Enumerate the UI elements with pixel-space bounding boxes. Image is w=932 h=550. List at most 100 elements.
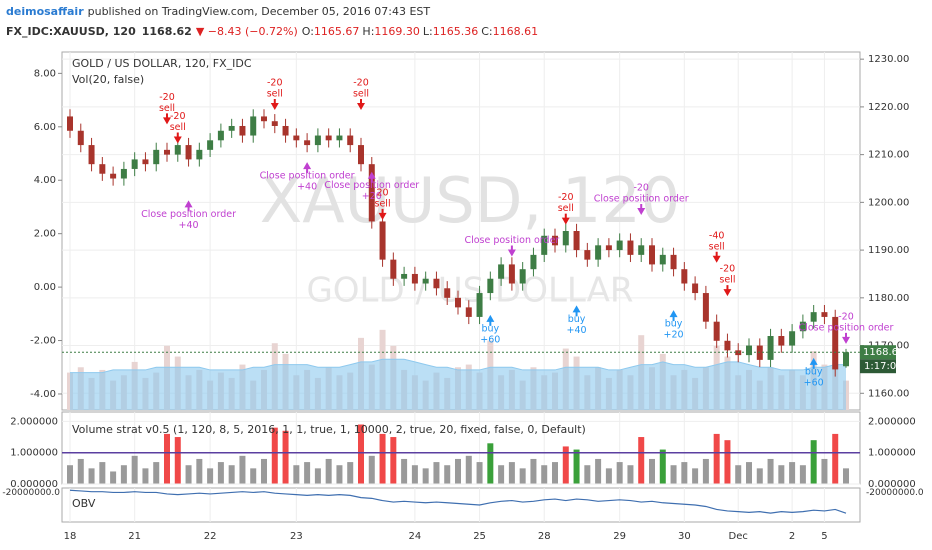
y-tick-label: 1160.00: [868, 388, 909, 399]
y-tick-label: 2.000000: [868, 416, 916, 427]
annotation-arrow: [184, 200, 193, 212]
strat-bar: [131, 455, 138, 484]
strat-bar: [110, 471, 117, 484]
strat-bar: [120, 465, 127, 484]
annotation-arrow: [367, 171, 376, 183]
candle-body: [368, 164, 375, 222]
annotation-text: sell: [558, 203, 574, 214]
strat-bar: [88, 468, 95, 484]
x-tick-label: 22: [204, 531, 217, 542]
strat-bar: [422, 468, 429, 484]
watermark: XAUUSD, 120: [260, 164, 681, 237]
candle-body: [573, 231, 580, 251]
annotation-arrow: [173, 132, 182, 144]
strat-bar: [228, 465, 235, 484]
strat-bar: [519, 468, 526, 484]
annotation-text: -20: [720, 264, 736, 275]
strat-bar: [174, 437, 181, 484]
volume-ma-area: [70, 359, 846, 410]
strat-bar: [595, 458, 602, 484]
strat-bar: [250, 468, 257, 484]
author[interactable]: deimosaffair: [6, 5, 84, 18]
last-price-label: 1168.61: [863, 347, 904, 358]
annotation-text: +20: [664, 330, 684, 341]
open-label: O:: [302, 25, 314, 38]
candle-body: [724, 340, 731, 351]
x-tick-label: Dec: [729, 531, 748, 542]
candle-body: [767, 336, 774, 360]
annotation-text: buy: [481, 323, 499, 334]
strat-bar: [605, 468, 612, 484]
y-tick-label: 1210.00: [868, 150, 909, 161]
candle-body: [789, 331, 796, 346]
y-tick-label: 1200.00: [868, 197, 909, 208]
x-tick-label: 30: [678, 531, 691, 542]
annotation-arrow: [561, 213, 570, 225]
candle-body: [444, 288, 451, 298]
x-tick-label: 28: [538, 531, 551, 542]
strat-bar: [358, 424, 364, 484]
annotation-text: +40: [567, 325, 587, 336]
strat-bar: [67, 465, 73, 484]
candle-body: [390, 259, 397, 279]
y-tick-label: 1230.00: [868, 54, 909, 65]
strat-bar: [196, 458, 203, 484]
annotation-arrow: [723, 285, 732, 297]
annotation-arrow: [378, 208, 387, 220]
y-tick-label: 1.000000: [868, 448, 916, 459]
chart-layer: 182122232425282930Dec251160.001170.00118…: [2, 51, 924, 542]
strat-bar: [778, 465, 785, 484]
strat-bar: [239, 455, 246, 484]
candle-body: [595, 245, 602, 260]
candle-body: [713, 321, 720, 341]
high-label: H:: [362, 25, 374, 38]
candle-body: [207, 140, 214, 150]
obv-line: [69, 489, 847, 514]
x-tick-label: 29: [613, 531, 626, 542]
candle-body: [681, 269, 688, 284]
candle-body: [487, 278, 494, 294]
candle-body: [217, 130, 224, 141]
strat-bar: [821, 458, 828, 484]
candle-body: [88, 145, 95, 165]
candle-body: [120, 168, 127, 179]
annotation-text: -20: [267, 78, 283, 89]
candle-body: [77, 130, 84, 146]
annotation-arrow: [357, 99, 365, 111]
candle-body: [627, 240, 634, 255]
y-tick-label: 1220.00: [868, 102, 909, 113]
candle-body: [142, 159, 149, 165]
strat-bar: [379, 433, 386, 484]
high: 1169.30: [374, 25, 420, 38]
strat-bar: [562, 446, 569, 484]
candle-body: [228, 125, 235, 131]
strat-bar: [444, 465, 451, 484]
candle-body: [530, 254, 537, 270]
change: ▼ −8.43 (−0.72%): [196, 25, 298, 38]
annotation-arrow: [270, 99, 279, 111]
candle-body: [821, 312, 828, 317]
annotation-arrow: [486, 314, 495, 326]
candle-body: [336, 135, 343, 141]
y2-tick-label: 8.00: [34, 68, 56, 79]
price-pane-title: GOLD / US DOLLAR, 120, FX_IDC: [72, 57, 252, 70]
strat-bar: [164, 433, 170, 484]
annotation-text: Close position order: [799, 322, 894, 333]
strat-bar: [498, 465, 505, 484]
y2-tick-label: 2.00: [34, 229, 56, 240]
strat-bar: [789, 462, 796, 484]
annotation-text: +40: [297, 182, 317, 193]
candle-body: [476, 293, 483, 317]
candle-body: [164, 149, 170, 155]
y-tick-label: 1190.00: [868, 245, 909, 256]
candle-body: [756, 345, 763, 360]
candle-body: [250, 116, 257, 136]
annotation-arrow: [809, 357, 818, 369]
candle-body: [379, 221, 386, 260]
strat-bar: [552, 462, 558, 484]
candle-body: [314, 135, 321, 146]
candle-body: [401, 273, 408, 279]
candle-body: [605, 245, 612, 251]
strat-bar: [465, 455, 472, 484]
